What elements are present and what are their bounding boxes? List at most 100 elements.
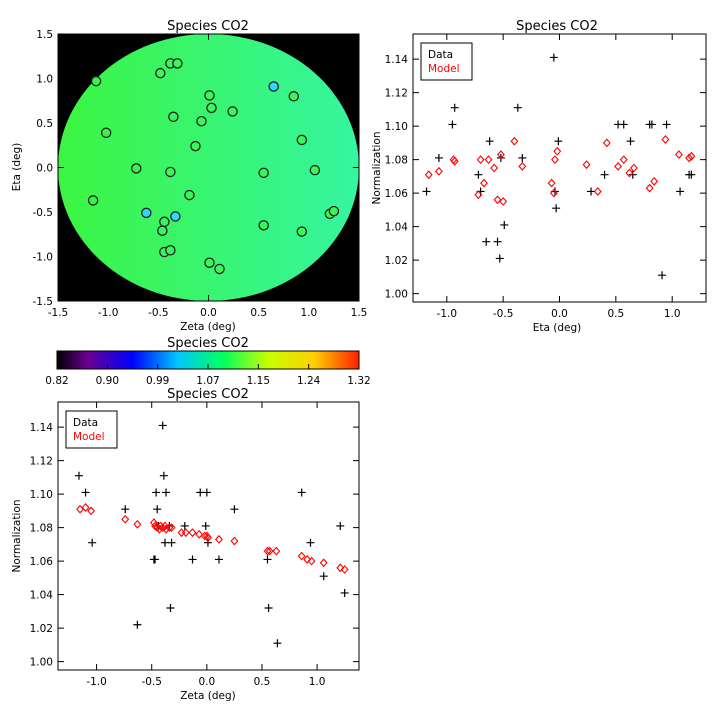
eta-x-tick-label: 1.0 bbox=[664, 308, 681, 320]
eta-model-point bbox=[582, 160, 591, 170]
zeta-legend: Data Model bbox=[65, 410, 118, 449]
map-point bbox=[214, 263, 225, 275]
colorbar-tick-label: 0.99 bbox=[146, 375, 169, 387]
eta-y-tick-label: 1.12 bbox=[385, 88, 408, 100]
zeta-data-point bbox=[74, 471, 83, 480]
eta-model-point bbox=[490, 163, 499, 173]
colorbar-title: Species CO2 bbox=[167, 336, 249, 351]
eta-legend-model: Model bbox=[428, 63, 460, 75]
eta-y-tick-label: 1.14 bbox=[385, 54, 409, 66]
zeta-panel: Species CO2 -1.0 -0.5 0.0 0.5 1.0 1.001.021.… bbox=[11, 387, 360, 702]
zeta-y-tick-label: 1.12 bbox=[30, 456, 53, 468]
eta-x-ticks: -1.0 -0.5 0.0 0.5 1.0 bbox=[437, 34, 681, 320]
zeta-data-point bbox=[159, 471, 168, 480]
eta-data-point bbox=[619, 120, 628, 129]
eta-model-point bbox=[593, 187, 602, 196]
eta-model-point bbox=[629, 163, 638, 173]
eta-data-point bbox=[662, 120, 671, 129]
zeta-data-point bbox=[201, 521, 210, 530]
eta-model-point bbox=[661, 135, 670, 144]
zeta-model-point bbox=[188, 528, 197, 538]
zeta-model-point bbox=[263, 546, 272, 556]
eta-model-point bbox=[551, 155, 559, 165]
zeta-model-point bbox=[319, 558, 328, 568]
zeta-points bbox=[74, 421, 349, 648]
eta-legend: Data Model bbox=[420, 42, 473, 81]
zeta-y-tick-label: 1.02 bbox=[30, 623, 53, 635]
map-point bbox=[328, 205, 340, 217]
zeta-data-point bbox=[188, 555, 197, 564]
zeta-data-point bbox=[297, 488, 306, 497]
eta-data-point bbox=[600, 170, 609, 179]
zeta-data-point bbox=[151, 555, 160, 564]
zeta-model-point bbox=[340, 565, 349, 574]
eta-data-point bbox=[628, 170, 637, 179]
eta-x-tick-label: 0.0 bbox=[551, 308, 568, 320]
zeta-x-tick-label: 0.5 bbox=[254, 676, 271, 688]
map-y-tick-label: 0.0 bbox=[36, 163, 53, 175]
map-x-tick-label: -1.5 bbox=[48, 307, 69, 319]
map-point bbox=[168, 111, 179, 123]
eta-data-point bbox=[626, 137, 635, 146]
zeta-data-point bbox=[230, 505, 239, 514]
zeta-data-point bbox=[336, 521, 345, 530]
zeta-x-ticks: -1.0 -0.5 0.0 0.5 1.0 bbox=[86, 402, 325, 688]
eta-ylabel: Normalization bbox=[371, 132, 383, 205]
eta-model-point bbox=[553, 146, 562, 156]
eta-model-point bbox=[625, 168, 634, 178]
eta-data-point bbox=[658, 271, 667, 280]
eta-data-point bbox=[495, 254, 504, 263]
zeta-model-point bbox=[76, 504, 84, 514]
map-point bbox=[157, 225, 168, 236]
eta-data-point bbox=[434, 153, 443, 162]
eta-xlabel: Eta (deg) bbox=[533, 322, 582, 334]
zeta-data-point bbox=[264, 604, 273, 613]
eta-data-point bbox=[549, 53, 558, 62]
map-point bbox=[131, 163, 142, 174]
zeta-model-point bbox=[303, 555, 312, 564]
zeta-y-tick-label: 1.14 bbox=[30, 422, 54, 434]
zeta-model-point bbox=[215, 534, 223, 544]
eta-data-point bbox=[448, 120, 457, 129]
zeta-y-ticks: 1.00 1.02 1.04 1.06 1.08 1.10 1.12 1.14 bbox=[30, 422, 359, 669]
eta-data-point bbox=[500, 220, 509, 229]
map-point bbox=[258, 167, 269, 179]
map-point bbox=[87, 195, 99, 206]
zeta-data-point bbox=[306, 538, 315, 547]
map-point bbox=[206, 102, 217, 114]
map-point bbox=[196, 115, 207, 127]
zeta-model-point bbox=[204, 533, 212, 543]
map-point bbox=[258, 220, 269, 231]
colorbar-tick-label: 1.15 bbox=[247, 375, 270, 387]
colorbar: Species CO2 0.82 0.90 0.99 1.07 1.15 1.24 1.32 bbox=[45, 336, 370, 387]
eta-data-point bbox=[552, 204, 561, 213]
zeta-model-point bbox=[167, 523, 176, 533]
map-point bbox=[288, 91, 300, 102]
map-y-ticks: -1.5 -1.0 -0.5 0.0 0.5 1.0 1.5 bbox=[33, 29, 359, 308]
eta-model-point bbox=[480, 178, 488, 188]
eta-model-point bbox=[549, 188, 558, 198]
eta-x-tick-label: -0.5 bbox=[493, 308, 514, 320]
zeta-data-point bbox=[263, 555, 272, 564]
map-x-tick-label: 1.5 bbox=[351, 307, 368, 319]
map-x-tick-label: 1.0 bbox=[300, 307, 317, 319]
zeta-data-point bbox=[121, 505, 130, 514]
eta-model-point bbox=[518, 161, 527, 171]
zeta-data-point bbox=[214, 555, 223, 564]
zeta-data-point bbox=[319, 572, 328, 581]
zeta-data-point bbox=[180, 521, 189, 530]
eta-model-point bbox=[685, 153, 694, 163]
eta-model-point bbox=[493, 195, 502, 205]
map-title: Species CO2 bbox=[167, 19, 249, 34]
eta-model-point bbox=[496, 150, 505, 160]
zeta-y-tick-label: 1.06 bbox=[30, 556, 54, 568]
map-y-tick-label: 1.5 bbox=[36, 29, 53, 41]
map-point bbox=[159, 216, 170, 228]
zeta-data-point bbox=[166, 604, 175, 613]
eta-title: Species CO2 bbox=[516, 19, 598, 34]
eta-y-tick-label: 1.06 bbox=[385, 188, 409, 200]
zeta-legend-box bbox=[65, 410, 118, 449]
map-point bbox=[268, 81, 279, 92]
map-point bbox=[172, 58, 183, 69]
